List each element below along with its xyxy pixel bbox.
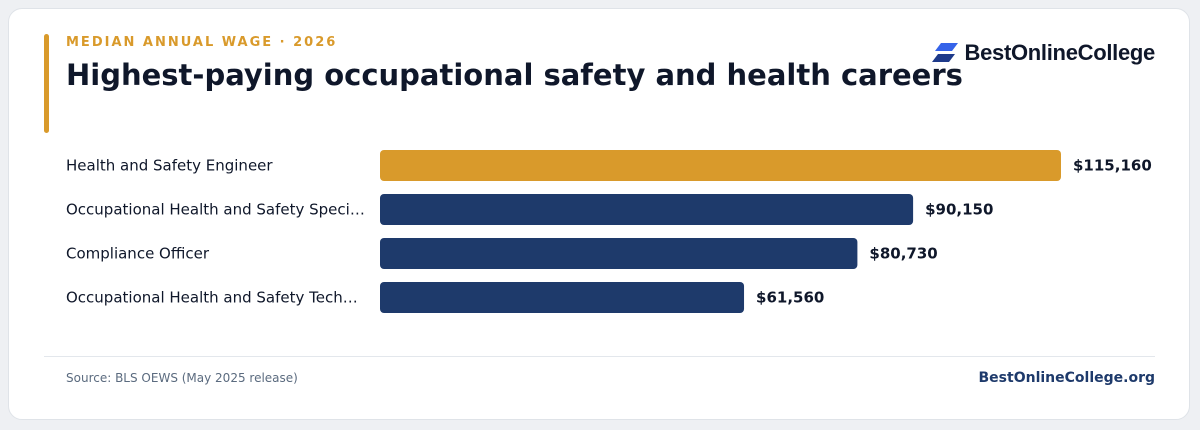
category-label: Occupational Health and Safety Tech…: [66, 289, 358, 307]
site-link[interactable]: BestOnlineCollege.org: [978, 370, 1155, 386]
source-note: Source: BLS OEWS (May 2025 release): [66, 371, 298, 385]
category-label: Occupational Health and Safety Speci…: [66, 201, 365, 219]
bar-value-label: $80,730: [869, 245, 937, 263]
category-label: Health and Safety Engineer: [66, 157, 273, 175]
category-label: Compliance Officer: [66, 245, 210, 263]
bar: [380, 194, 914, 225]
footer-divider: [44, 356, 1155, 357]
bar-value-label: $115,160: [1073, 157, 1152, 175]
chart-eyebrow: MEDIAN ANNUAL WAGE · 2026: [66, 35, 338, 50]
bar: [380, 282, 745, 313]
brand-logo-text: BestOnlineCollege: [964, 40, 1156, 65]
brand-logo[interactable]: BestOnlineCollege: [931, 40, 1156, 66]
chart-card: MEDIAN ANNUAL WAGE · 2026 Highest-paying…: [8, 8, 1190, 420]
stacked-parallelogram-logo-icon: [931, 43, 958, 62]
accent-bar: [44, 34, 49, 133]
bar-chart: Health and Safety Engineer $115,160 Occupa…: [66, 150, 1152, 313]
bar-value-label: $61,560: [756, 289, 824, 307]
bar: [380, 150, 1061, 181]
bar-value-label: $90,150: [925, 201, 993, 219]
chart-title: Highest-paying occupational safety and h…: [66, 58, 963, 92]
bar: [380, 238, 858, 269]
